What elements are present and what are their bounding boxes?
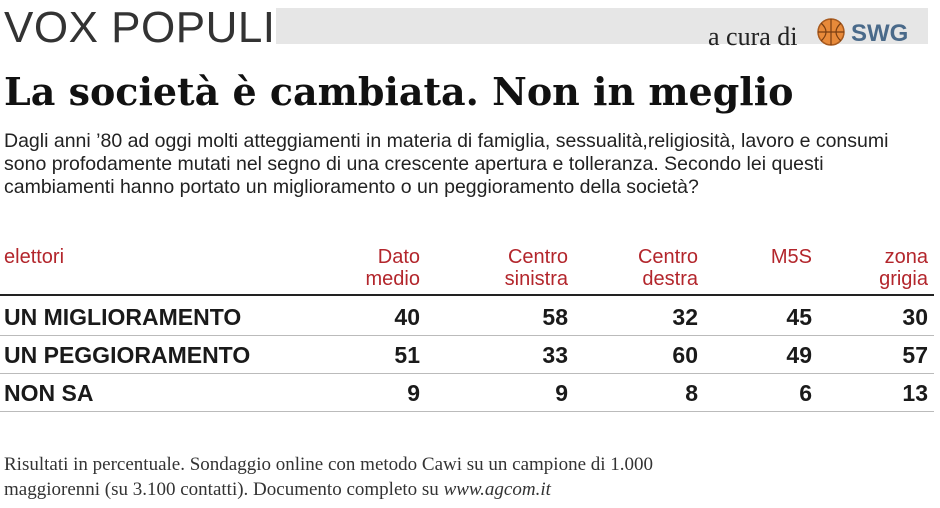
- table-cell: 49: [786, 342, 812, 368]
- column-header: Dato medio: [365, 246, 420, 290]
- table-cell: 6: [799, 380, 812, 406]
- table-row: NON SA 9 9 8 6 13: [0, 373, 934, 412]
- row-label: NON SA: [4, 380, 94, 406]
- table-cell: 60: [672, 342, 698, 368]
- survey-question: Dagli anni ’80 ad oggi molti atteggiamen…: [4, 130, 889, 198]
- table-row: UN PEGGIORAMENTO 51 33 60 49 57: [0, 335, 934, 374]
- table-cell: 33: [542, 342, 568, 368]
- table-cell: 30: [902, 304, 928, 330]
- column-header: Centro sinistra: [504, 246, 568, 290]
- column-header: M5S: [770, 246, 812, 268]
- row-header-label: elettori: [4, 246, 65, 268]
- table-cell: 9: [555, 380, 568, 406]
- source-link[interactable]: www.agcom.it: [443, 479, 551, 500]
- table-cell: 40: [394, 304, 420, 330]
- column-header: zona grigia: [879, 246, 928, 290]
- table-cell: 32: [672, 304, 698, 330]
- table-cell: 8: [685, 380, 698, 406]
- headline: La società è cambiata. Non in meglio: [4, 69, 794, 114]
- table-cell: 51: [394, 342, 420, 368]
- results-table: elettori Dato medio Centro sinistra Centro…: [0, 240, 934, 412]
- table-cell: 57: [902, 342, 928, 368]
- table-cell: 58: [542, 304, 568, 330]
- table-cell: 45: [786, 304, 812, 330]
- row-label: UN PEGGIORAMENTO: [4, 342, 251, 368]
- section-title: VOX POPULI: [4, 3, 276, 52]
- swg-logo-text: SWG: [851, 20, 908, 47]
- header-rule: [0, 294, 934, 296]
- swg-logo: SWG: [817, 18, 908, 47]
- column-header: Centro destra: [637, 246, 698, 290]
- table-row: UN MIGLIORAMENTO 40 58 32 45 30: [0, 297, 934, 336]
- footer-line-2: maggiorenni (su 3.100 contatti). Documen…: [4, 479, 551, 500]
- table-cell: 9: [407, 380, 420, 406]
- table-cell: 13: [902, 380, 928, 406]
- footer-line-1: Risultati in percentuale. Sondaggio onli…: [4, 454, 654, 475]
- row-label: UN MIGLIORAMENTO: [4, 304, 242, 330]
- table-header-row: elettori Dato medio Centro sinistra Centro…: [0, 240, 934, 294]
- curator-label: a cura di: [708, 22, 798, 51]
- methodology-note: Risultati in percentuale. Sondaggio onli…: [4, 452, 904, 502]
